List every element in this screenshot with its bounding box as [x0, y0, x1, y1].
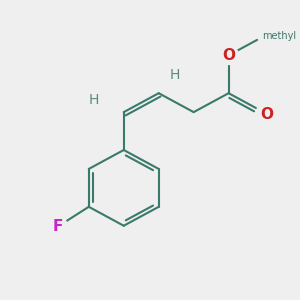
Text: H: H [170, 68, 180, 82]
Text: methyl: methyl [262, 32, 297, 41]
Text: O: O [261, 107, 274, 122]
Text: F: F [53, 219, 63, 234]
Text: O: O [222, 48, 235, 63]
Text: H: H [88, 93, 99, 107]
